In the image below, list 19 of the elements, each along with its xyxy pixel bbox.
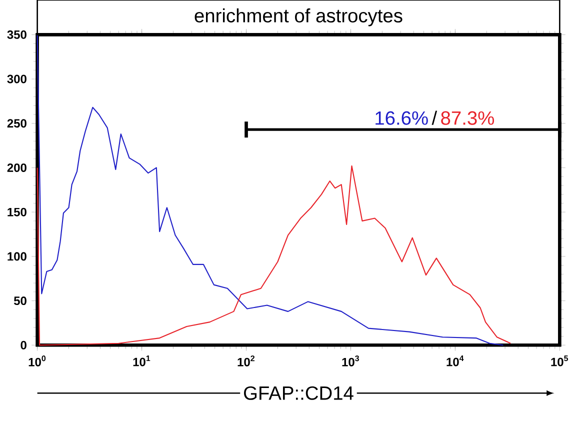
annotation: 16.6% [376,111,428,125]
x-tick-label: 10$^{2}$ [238,355,255,366]
x-tick-label: 10$^{3}$ [342,355,360,366]
y-tick-label: 250 [7,118,26,128]
x-tick-label: 10$^{0}$ [28,355,46,366]
x-tick-label: 10$^{1}$ [133,355,150,366]
x-tick-label: 10$^{4}$ [446,355,464,366]
y-tick-label: 50 [14,296,26,305]
annotation: / [432,110,438,125]
y-tick-label: 100 [8,252,26,260]
y-tick-label: 150 [8,208,26,216]
y-tick-label: 200 [7,163,26,172]
annotation: 87.3% [441,111,494,125]
y-tick-label: 350 [7,30,26,39]
y-tick-label: 0 [20,340,26,350]
x-axis-title: GFAP::CD14 [244,386,354,400]
y-tick-label: 300 [7,74,26,84]
chart-title: enrichment of astrocytes [194,8,402,26]
x-tick-label: 10$^{5}$ [551,355,568,366]
